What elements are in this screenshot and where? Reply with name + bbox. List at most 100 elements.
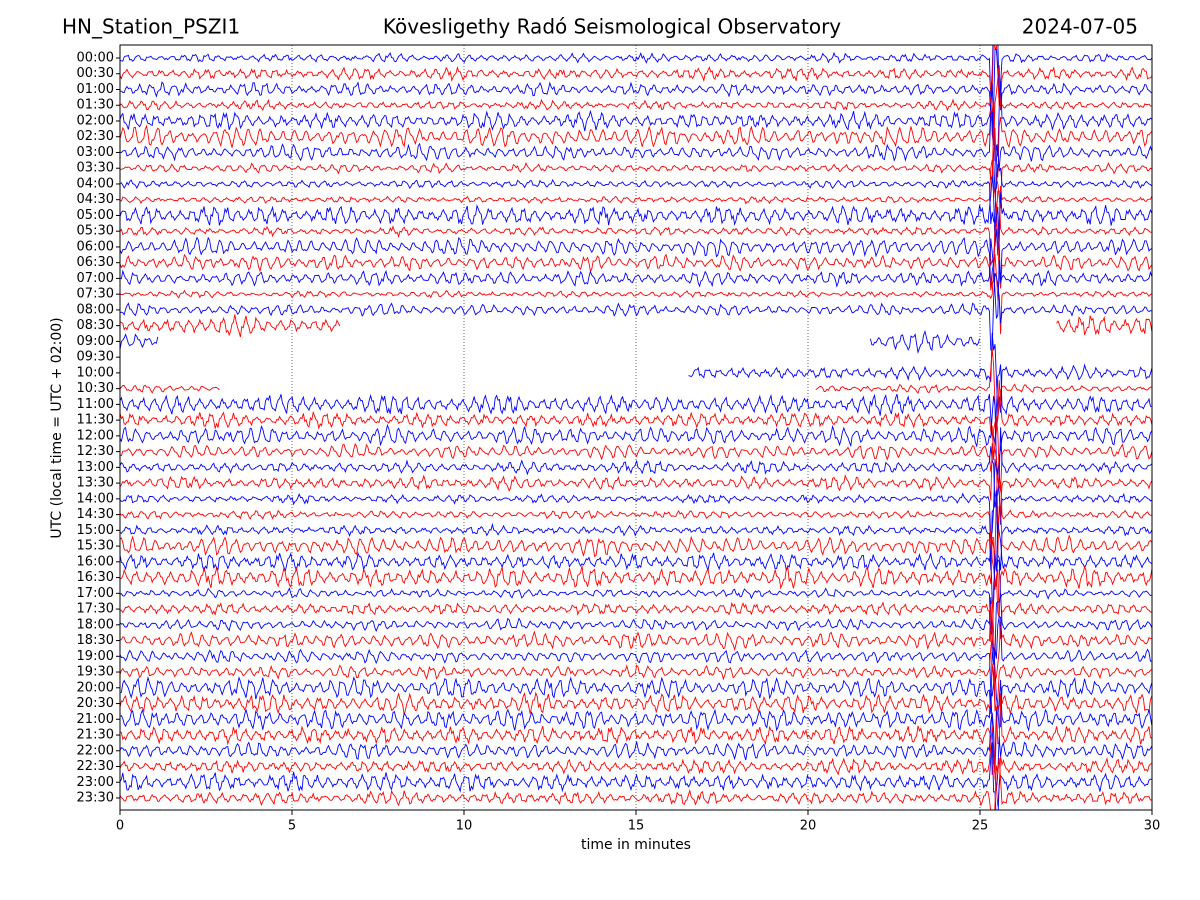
y-tick-label: 09:30: [77, 350, 114, 365]
trace: [120, 427, 1152, 508]
y-tick-label: 03:00: [77, 145, 114, 160]
trace: [120, 127, 1152, 209]
y-tick-label: 00:30: [77, 66, 114, 81]
y-tick-label: 22:30: [77, 759, 114, 774]
y-tick-label: 09:00: [77, 334, 114, 349]
trace: [120, 712, 1152, 791]
y-tick-label: 20:00: [77, 680, 114, 695]
y-tick-label: 11:00: [77, 397, 114, 412]
trace: [120, 314, 1152, 338]
trace: [120, 443, 1152, 524]
trace: [120, 593, 1152, 665]
y-tick-label: 23:00: [77, 775, 114, 790]
y-tick-label: 05:00: [77, 208, 114, 223]
trace: [120, 742, 1152, 810]
x-tick-label: 0: [116, 819, 124, 834]
trace: [120, 521, 1152, 603]
y-tick-label: 11:30: [77, 413, 114, 428]
trace: [120, 474, 1152, 555]
y-tick-label: 10:30: [77, 381, 114, 396]
y-tick-label: 16:30: [77, 570, 114, 585]
trace: [120, 600, 1152, 681]
y-tick-label: 00:00: [77, 51, 114, 66]
y-tick-label: 18:00: [77, 617, 114, 632]
trace: [120, 647, 1152, 729]
x-tick-label: 5: [288, 819, 296, 834]
station-title: HN_Station_PSZI1: [62, 15, 240, 39]
trace: [120, 49, 1152, 125]
y-tick-label: 18:30: [77, 633, 114, 648]
y-tick-label: 21:30: [77, 728, 114, 743]
trace: [120, 273, 1152, 351]
y-tick-label: 01:00: [77, 82, 114, 97]
trace: [120, 537, 1152, 618]
y-tick-label: 02:00: [77, 113, 114, 128]
trace: [120, 329, 981, 354]
trace: [120, 222, 1152, 291]
trace: [120, 97, 1152, 178]
x-tick-label: 15: [628, 819, 645, 834]
trace: [120, 254, 1152, 335]
y-tick-label: 15:00: [77, 523, 114, 538]
x-tick-label: 25: [972, 819, 989, 834]
chart-title: Kövesligethy Radó Seismological Observat…: [383, 15, 841, 39]
trace: [120, 380, 1152, 461]
y-tick-label: 04:30: [77, 192, 114, 207]
y-tick-label: 07:00: [77, 271, 114, 286]
y-tick-label: 06:30: [77, 255, 114, 270]
y-tick-label: 10:00: [77, 365, 114, 380]
y-tick-label: 19:00: [77, 649, 114, 664]
trace: [120, 679, 1152, 760]
y-tick-label: 21:00: [77, 712, 114, 727]
y-tick-label: 15:30: [77, 539, 114, 554]
trace: [120, 45, 1152, 99]
y-tick-label: 02:30: [77, 129, 114, 144]
date-title: 2024-07-05: [1022, 15, 1138, 39]
y-tick-label: 12:00: [77, 428, 114, 443]
trace: [120, 505, 1152, 588]
y-tick-label: 20:30: [77, 696, 114, 711]
y-tick-label: 03:30: [77, 161, 114, 176]
trace: [120, 726, 1152, 807]
trace: [120, 65, 1152, 146]
trace: [120, 416, 1152, 492]
y-tick-label: 16:00: [77, 554, 114, 569]
trace: [120, 458, 1152, 539]
y-axis-label: UTC (local time = UTC + 02:00): [49, 317, 65, 538]
y-tick-label: 07:30: [77, 287, 114, 302]
trace: [120, 143, 1152, 225]
y-tick-label: 12:30: [77, 444, 114, 459]
y-tick-label: 13:00: [77, 460, 114, 475]
trace: [120, 238, 1152, 319]
y-tick-label: 08:00: [77, 302, 114, 317]
y-tick-label: 17:00: [77, 586, 114, 601]
y-tick-label: 19:30: [77, 665, 114, 680]
y-tick-label: 06:00: [77, 239, 114, 254]
trace: [120, 490, 1152, 571]
x-axis-label: time in minutes: [581, 837, 691, 853]
trace: [120, 190, 1152, 266]
y-tick-label: 13:30: [77, 476, 114, 491]
trace: [120, 348, 1152, 429]
y-tick-label: 17:30: [77, 602, 114, 617]
trace: [120, 615, 1152, 697]
y-tick-label: 14:30: [77, 507, 114, 522]
trace: [688, 332, 1152, 413]
trace: [120, 757, 1152, 810]
trace: [120, 45, 1152, 107]
trace: [120, 553, 1152, 634]
x-tick-label: 30: [1144, 819, 1161, 834]
trace: [120, 395, 1152, 476]
trace: [120, 111, 1152, 193]
y-tick-label: 23:30: [77, 791, 114, 806]
y-tick-label: 04:00: [77, 176, 114, 191]
x-tick-label: 20: [800, 819, 817, 834]
trace: [120, 663, 1152, 744]
y-tick-label: 05:30: [77, 224, 114, 239]
trace: [120, 175, 1152, 256]
trace: [120, 694, 1152, 776]
traces: [120, 45, 1152, 810]
trace: [120, 159, 1152, 240]
